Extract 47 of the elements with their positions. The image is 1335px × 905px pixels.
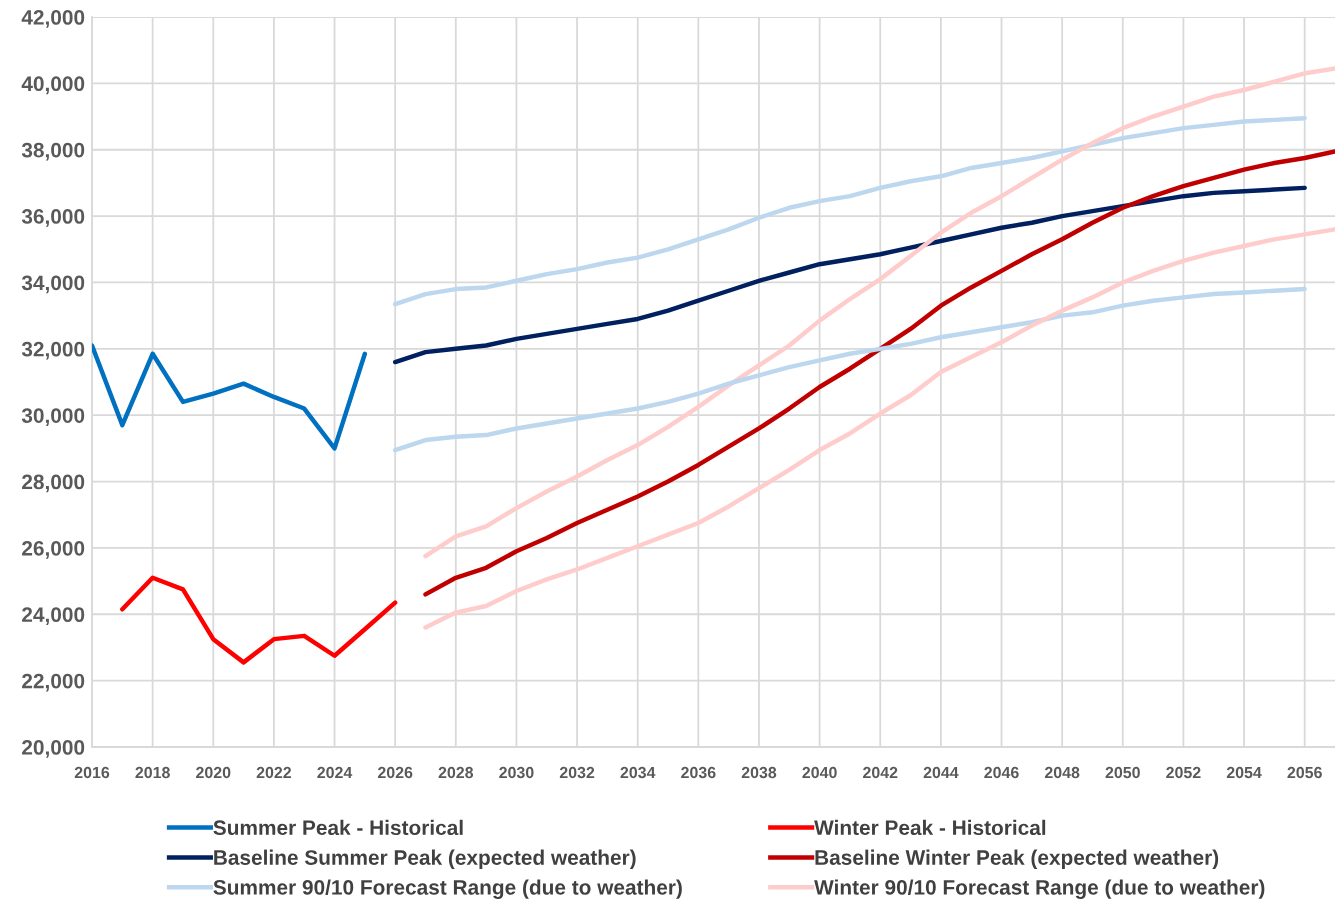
y-tick-label: 26,000 [22, 540, 85, 559]
y-tick-label: 40,000 [21, 76, 85, 95]
line-series [392, 286, 1307, 453]
y-tick-label: 34,000 [21, 275, 85, 294]
legend-label: Baseline Winter Peak (expected weather) [815, 849, 1219, 870]
legend-label: Summer 90/10 Forecast Range (due to weather) [213, 879, 682, 899]
legend-label: Summer Peak - Historical [213, 819, 463, 836]
x-tick-label: 2038 [741, 766, 777, 779]
line-series [392, 115, 1307, 307]
x-tick-label: 2048 [1044, 766, 1080, 779]
line-series [423, 149, 1335, 597]
legend-label: Winter 90/10 Forecast Range (due to weather) [814, 879, 1265, 899]
x-tick-label: 2020 [196, 766, 231, 779]
legend-label: Winter Peak - Historical [814, 819, 1046, 836]
y-tick-label: 24,000 [22, 607, 85, 626]
y-tick-label: 28,000 [22, 474, 85, 493]
line-series [423, 227, 1335, 630]
y-tick-label: 32,000 [21, 341, 85, 360]
x-tick-label: 2034 [620, 766, 656, 779]
x-tick-label: 2028 [438, 766, 474, 779]
x-tick-label: 2050 [1105, 766, 1140, 779]
y-tick-label: 30,000 [21, 408, 85, 426]
y-tick-label: 20,000 [22, 740, 85, 758]
x-tick-label: 2024 [317, 766, 353, 779]
x-tick-label: 2036 [681, 766, 716, 779]
x-tick-label: 2052 [1166, 766, 1201, 779]
y-tick-label: 36,000 [21, 209, 85, 227]
y-tick-label: 22,000 [22, 673, 85, 692]
x-tick-label: 2054 [1226, 766, 1262, 779]
y-tick-label: 38,000 [21, 142, 85, 161]
x-tick-label: 2042 [863, 766, 898, 779]
x-tick-label: 2056 [1287, 766, 1322, 779]
line-series [92, 343, 368, 451]
x-tick-label: 2044 [923, 766, 959, 779]
x-tick-label: 2016 [74, 766, 110, 779]
x-tick-label: 2046 [984, 766, 1019, 779]
line-series [120, 575, 398, 665]
x-tick-label: 2032 [559, 766, 595, 779]
x-tick-label: 2030 [499, 766, 534, 779]
x-tick-label: 2040 [802, 766, 837, 779]
x-tick-label: 2018 [135, 766, 170, 779]
x-tick-label: 2026 [377, 766, 413, 779]
legend-label: Baseline Summer Peak (expected weather) [214, 849, 636, 870]
line-series [423, 66, 1335, 559]
y-tick-label: 42,000 [21, 10, 85, 28]
line-series [392, 185, 1307, 365]
x-tick-label: 2022 [256, 766, 292, 779]
